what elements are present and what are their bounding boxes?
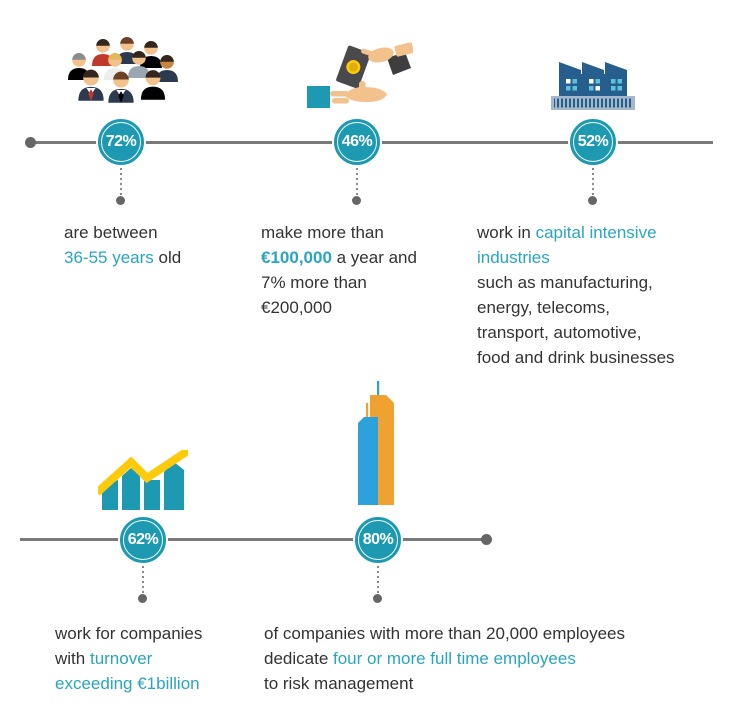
text-segment: of companies with more than 20,000 emplo… bbox=[264, 624, 625, 643]
highlight-text: industries bbox=[477, 248, 550, 267]
highlight-text: exceeding €1billion bbox=[55, 674, 200, 693]
text-segment: old bbox=[153, 248, 182, 267]
connector-dot bbox=[138, 594, 147, 603]
factory-icon bbox=[549, 54, 637, 112]
percent-ring bbox=[123, 520, 163, 560]
percent-badge-80: 80% bbox=[353, 515, 403, 565]
connector-dotted-line bbox=[592, 168, 594, 195]
timeline-top-start-dot bbox=[25, 137, 36, 148]
highlight-text: turnover bbox=[89, 649, 153, 668]
percent-ring bbox=[573, 122, 613, 162]
percent-badge-52: 52% bbox=[568, 117, 618, 167]
percent-badge-46: 46% bbox=[332, 117, 382, 167]
salary-hand-icon bbox=[301, 42, 414, 114]
highlight-text: capital intensive bbox=[535, 223, 657, 242]
text-segment: dedicate bbox=[264, 649, 333, 668]
text-segment: transport, automotive, bbox=[477, 323, 642, 342]
timeline-bottom-end-dot bbox=[481, 534, 492, 545]
percent-ring bbox=[101, 122, 141, 162]
timeline-bottom bbox=[20, 538, 482, 541]
connector-dotted-line bbox=[356, 168, 358, 195]
highlight-text: 36-55 years bbox=[64, 248, 154, 267]
text-segment: a year and bbox=[331, 248, 417, 267]
stat-description-industries: work in capital intensive industries suc… bbox=[477, 220, 717, 370]
text-segment: make more than bbox=[261, 223, 384, 242]
growth-chart-icon bbox=[94, 446, 192, 510]
text-segment: to risk management bbox=[264, 674, 414, 693]
percent-badge-72: 72% bbox=[96, 117, 146, 167]
connector-dot bbox=[373, 594, 382, 603]
skyscrapers-icon bbox=[356, 381, 400, 505]
highlight-text: €100,000 bbox=[261, 248, 332, 267]
text-segment: such as manufacturing, bbox=[477, 273, 653, 292]
connector-dotted-line bbox=[377, 566, 379, 593]
connector-dot bbox=[116, 196, 125, 205]
text-segment: €200,000 bbox=[261, 298, 332, 317]
text-segment: work in bbox=[477, 223, 536, 242]
connector-dot bbox=[352, 196, 361, 205]
percent-ring bbox=[358, 520, 398, 560]
connector-dotted-line bbox=[120, 168, 122, 195]
text-segment: work for companies bbox=[55, 624, 203, 643]
text-segment: energy, telecoms, bbox=[477, 298, 610, 317]
percent-badge-62: 62% bbox=[118, 515, 168, 565]
stat-description-risk-team: of companies with more than 20,000 emplo… bbox=[264, 621, 709, 696]
text-segment: with bbox=[55, 649, 90, 668]
stat-description-age: are between 36-55 years old bbox=[64, 220, 259, 270]
stat-description-salary: make more than €100,000 a year and 7% mo… bbox=[261, 220, 466, 320]
text-segment: are between bbox=[64, 223, 158, 242]
connector-dotted-line bbox=[142, 566, 144, 593]
stat-description-turnover: work for companies with turnover exceedi… bbox=[55, 621, 270, 696]
percent-ring bbox=[337, 122, 377, 162]
text-segment: 7% more than bbox=[261, 273, 367, 292]
people-crowd-icon bbox=[63, 32, 179, 114]
text-segment: food and drink businesses bbox=[477, 348, 675, 367]
highlight-text: four or more full time employees bbox=[333, 649, 576, 668]
connector-dot bbox=[588, 196, 597, 205]
